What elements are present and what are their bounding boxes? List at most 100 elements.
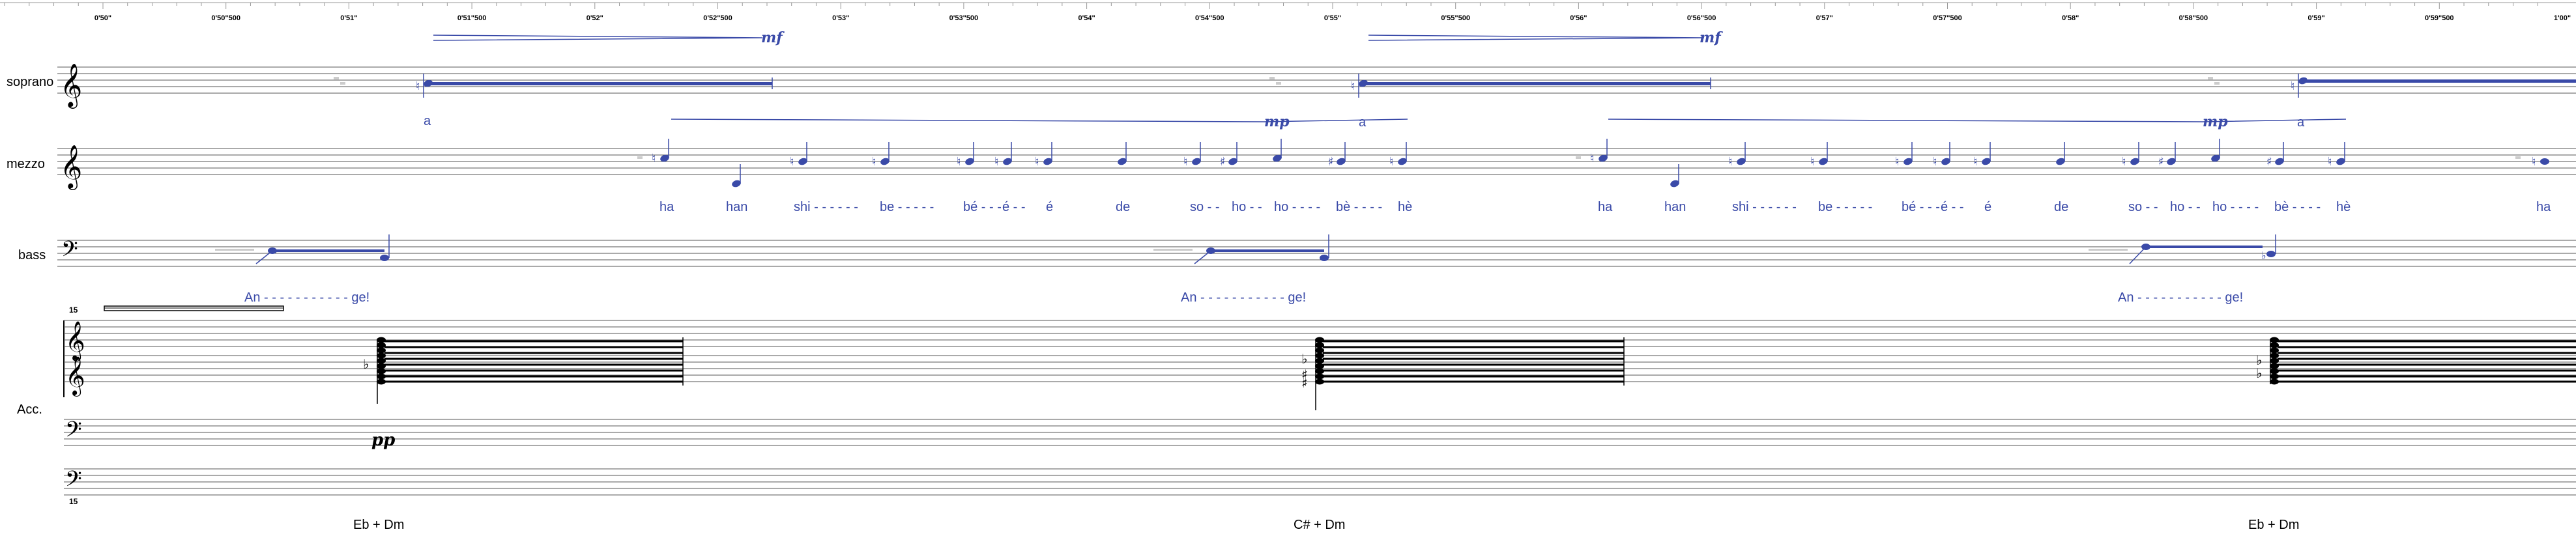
mezzo-note: ♮ — [1933, 142, 1950, 169]
timeline-tick-label: 0'51" — [340, 14, 357, 22]
mezzo-staff: mezzo 𝄞 mp mp a a ♮ ♮ ♮ ♮ ♮ ♮ ♮ ♯ ♯ ♮ ♮ ♮ ♮ ♮ ♮ ♮ ♮ ♯ ♯ ♮ ♮ … — [7, 113, 2576, 214]
svg-text:♯: ♯ — [2158, 155, 2164, 169]
mezzo-note: ♮ — [1973, 142, 1991, 169]
crescendo-hairpin — [433, 35, 763, 41]
timeline-tick-label: 0'54" — [1078, 14, 1095, 22]
staff-name-mezzo: mezzo — [7, 157, 45, 171]
lyric: é - - — [1941, 200, 1964, 214]
svg-text:♮: ♮ — [872, 155, 876, 169]
svg-text:♭: ♭ — [2261, 249, 2266, 262]
lyric: é - - — [1002, 200, 1026, 214]
timeline-tick-label: 0'52" — [586, 14, 603, 22]
dynamic-mf: mf — [1700, 29, 1723, 46]
bass-note — [268, 234, 390, 261]
accordion-staff: Acc. 15 𝄞 𝄞 — [17, 305, 2576, 506]
mezzo-note — [1273, 139, 1282, 162]
lyric: ho - - — [1232, 200, 1262, 214]
staff-name-bass: bass — [18, 248, 46, 262]
mezzo-note: ♮ — [1035, 142, 1052, 169]
timeline-tick-label: 1'00" — [2554, 14, 2571, 22]
svg-text:♮: ♮ — [790, 155, 794, 169]
mezzo-note: ♮ — [872, 142, 890, 169]
lyric: ho - - — [2170, 200, 2201, 214]
svg-text:♮: ♮ — [1389, 155, 1393, 169]
lyric: han — [726, 200, 747, 214]
mezzo-note: ♮ — [1810, 142, 1828, 169]
mezzo-note — [2056, 142, 2065, 165]
mezzo-note: ♮ — [2328, 142, 2345, 169]
lyric: a — [424, 114, 431, 128]
mezzo-note — [732, 164, 741, 188]
mezzo-note: ♯ — [2158, 142, 2176, 169]
timeline-tick-label: 0'52"500 — [703, 14, 732, 22]
mezzo-note: ♮ — [1590, 139, 1608, 165]
lyric: ho - - - - — [1274, 200, 1320, 214]
octave-marking-bottom: 15 — [69, 497, 78, 506]
timeline-tick-label: 0'59"500 — [2425, 14, 2454, 22]
hairpin — [671, 119, 1408, 122]
lyric: de — [1116, 200, 1130, 214]
timeline-tick-label: 0'53" — [832, 14, 849, 22]
dynamic-mp: mp — [1264, 113, 1290, 130]
svg-text:♮: ♮ — [2328, 155, 2332, 169]
lyric: é — [1046, 200, 1053, 214]
dynamic-mf: mf — [761, 29, 785, 46]
timeline-tick-label: 0'56" — [1570, 14, 1587, 22]
lyric: é — [1984, 200, 1991, 214]
mezzo-note: ♮ — [1183, 142, 1201, 169]
mezzo-lyrics-group-2: ha han shi - - - - - - be - - - - - bé -… — [1598, 200, 2351, 214]
soprano-note: ♮ — [2291, 74, 2576, 98]
mezzo-note: ♯ — [2266, 142, 2284, 169]
svg-text:♮: ♮ — [1183, 155, 1187, 169]
svg-text:♮: ♮ — [957, 155, 961, 169]
mezzo-note: ♯ — [1328, 142, 1346, 169]
svg-text:♯: ♯ — [1301, 375, 1308, 391]
mezzo-note: ♮ — [1389, 142, 1407, 169]
svg-text:♮: ♮ — [1590, 152, 1594, 165]
treble-clef-icon: 𝄞 — [60, 144, 82, 190]
lyric: a — [1359, 115, 1367, 130]
dynamic-mp: mp — [2203, 113, 2228, 130]
mezzo-note: ♮ — [957, 142, 974, 169]
timeline-ruler: 0'50" 0'50"500 0'51" 0'51"500 0'52" 0'52"500 0… — [0, 2, 2576, 22]
treble-clef-icon: 𝄞 — [60, 63, 82, 109]
svg-text:♮: ♮ — [1895, 155, 1899, 169]
lyric: hè — [1398, 200, 1412, 214]
lyric: ha — [659, 200, 674, 214]
mezzo-note: ♮ — [652, 139, 669, 165]
mezzo-note: ♮ — [1895, 142, 1913, 169]
lyric: bé - - - — [1902, 200, 1940, 214]
timeline-tick-label: 0'58" — [2062, 14, 2079, 22]
lyric: de — [2054, 200, 2068, 214]
timeline-tick-label: 0'57"500 — [1933, 14, 1962, 22]
lyric: An - - - - - - - - - - - ge! — [244, 290, 369, 305]
mezzo-note: ♮ — [2532, 155, 2549, 169]
lyric: shi - - - - - - — [1732, 200, 1797, 214]
svg-text:♭: ♭ — [1301, 351, 1307, 367]
lyric: be - - - - - — [1818, 200, 1872, 214]
svg-text:♮: ♮ — [994, 155, 998, 169]
svg-text:♮: ♮ — [1351, 79, 1355, 93]
mezzo-lyrics-group-1: ha han shi - - - - - - be - - - - - bé -… — [659, 200, 1412, 214]
svg-text:♮: ♮ — [2291, 79, 2294, 93]
lyric: bè - - - - — [2274, 200, 2321, 214]
crescendo-hairpin — [1368, 35, 1705, 41]
dynamic-pp: pp — [371, 430, 395, 450]
svg-text:♮: ♮ — [1810, 155, 1814, 169]
treble-clef-icon: 𝄞 — [65, 321, 85, 361]
lyric: bé - - - — [963, 200, 1002, 214]
chord-label: Eb + Dm — [2248, 518, 2299, 532]
svg-text:♯: ♯ — [1220, 155, 1226, 169]
mezzo-note: ♮ — [790, 142, 807, 169]
svg-text:♮: ♮ — [1973, 155, 1977, 169]
timeline-tick-label: 0'53"500 — [949, 14, 979, 22]
mezzo-note — [1118, 142, 1127, 165]
lyric: so - - — [2128, 200, 2158, 214]
lyric: be - - - - - — [880, 200, 934, 214]
bass-clef-icon: 𝄢 — [61, 237, 78, 267]
lyric: a — [2297, 115, 2305, 130]
timeline-tick-label: 0'55" — [1324, 14, 1341, 22]
svg-text:♮: ♮ — [1035, 155, 1039, 169]
bass-clef-icon: 𝄢 — [65, 417, 82, 447]
